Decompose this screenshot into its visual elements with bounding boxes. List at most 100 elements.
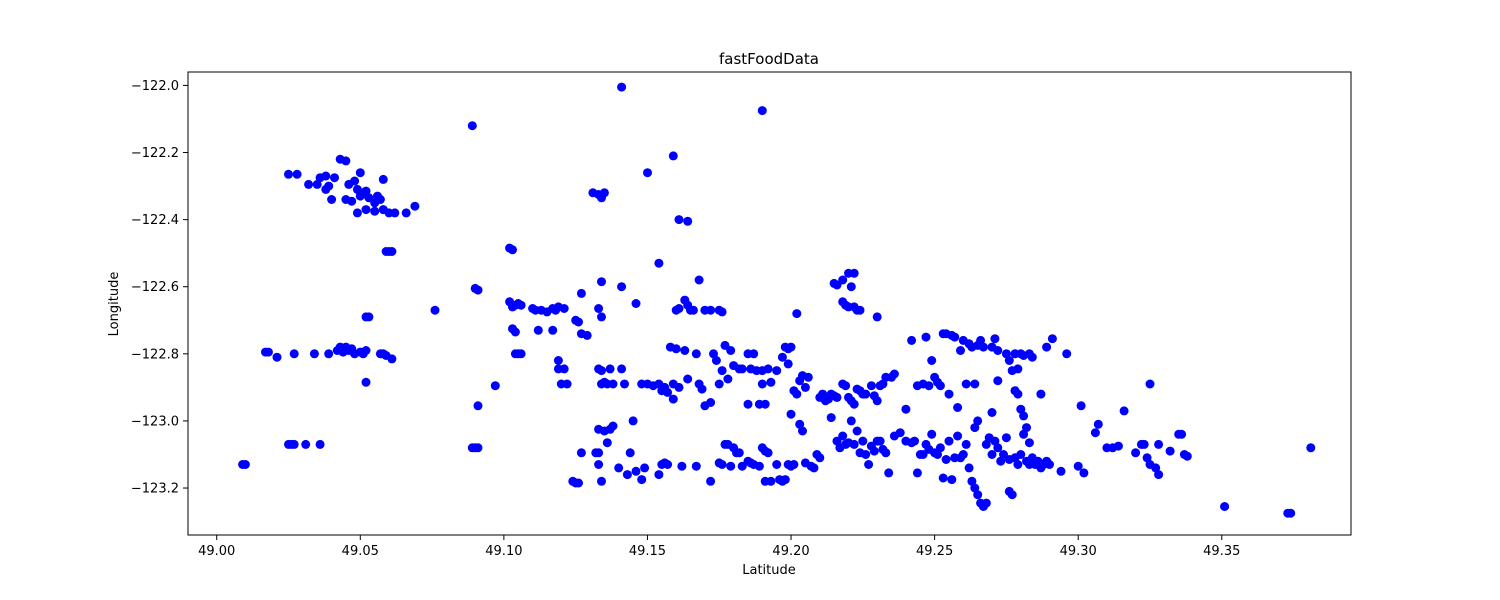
data-point <box>240 460 250 469</box>
data-point <box>783 359 793 369</box>
data-point <box>608 421 618 431</box>
data-point <box>430 305 440 315</box>
data-point <box>958 450 968 459</box>
data-point <box>1131 448 1141 458</box>
data-point <box>292 169 302 179</box>
data-point <box>1036 389 1046 399</box>
data-point <box>677 461 687 471</box>
data-point <box>726 461 736 471</box>
data-point <box>321 184 331 194</box>
data-point <box>608 379 618 389</box>
y-axis: −122.0 −122.2 −122.4 −122.6 −122.8 −123.0 −123… <box>131 79 188 497</box>
data-point <box>1076 401 1086 411</box>
data-point <box>993 443 1003 453</box>
data-point <box>631 466 641 476</box>
x-tick-label: 49.20 <box>772 544 809 559</box>
data-point <box>1139 439 1149 449</box>
data-point <box>347 196 357 206</box>
data-point <box>849 399 859 409</box>
data-point <box>680 346 690 355</box>
data-point <box>1165 446 1175 456</box>
data-point <box>697 384 707 394</box>
data-point <box>786 409 796 419</box>
data-point <box>574 317 583 327</box>
data-point <box>973 416 983 426</box>
x-tick-label: 49.35 <box>1203 544 1240 559</box>
data-point <box>990 334 1000 344</box>
data-point <box>364 312 374 322</box>
data-point <box>754 461 764 471</box>
data-point <box>987 408 997 417</box>
data-point <box>1306 443 1316 453</box>
data-point <box>749 349 759 359</box>
data-point <box>884 468 894 478</box>
data-point <box>970 379 980 389</box>
data-point <box>809 463 819 473</box>
data-point <box>361 205 371 215</box>
data-point <box>832 392 842 402</box>
data-point <box>625 448 635 458</box>
data-point <box>907 335 917 345</box>
y-tick-label: −122.8 <box>131 347 179 362</box>
data-point <box>872 396 882 406</box>
data-point <box>786 342 796 352</box>
data-point <box>927 429 937 439</box>
data-point <box>683 216 693 226</box>
data-point <box>473 443 483 453</box>
data-point <box>944 389 954 399</box>
data-point <box>668 394 678 404</box>
data-point <box>866 381 876 391</box>
data-point <box>798 426 807 436</box>
data-point <box>881 448 891 458</box>
data-point <box>895 428 905 438</box>
data-point <box>1022 423 1031 433</box>
data-point <box>309 349 319 359</box>
data-point <box>1013 389 1023 399</box>
data-point <box>717 366 727 376</box>
data-point <box>674 304 684 313</box>
data-point <box>706 305 716 315</box>
data-point <box>1113 441 1123 451</box>
data-point <box>1154 470 1164 480</box>
x-tick-label: 49.30 <box>1060 544 1097 559</box>
data-point <box>361 346 371 355</box>
data-point <box>766 476 776 486</box>
chart-title: fastFoodData <box>719 50 819 68</box>
data-point <box>864 460 874 469</box>
data-point <box>901 404 911 414</box>
data-point <box>620 379 629 389</box>
data-point <box>1062 349 1072 359</box>
data-point <box>849 268 859 278</box>
data-point <box>1079 468 1089 478</box>
data-point <box>327 195 337 204</box>
data-point <box>576 288 586 298</box>
data-point <box>602 438 612 448</box>
data-point <box>852 426 862 436</box>
data-point <box>757 106 767 116</box>
data-point <box>766 377 776 387</box>
data-point <box>800 382 810 392</box>
data-point <box>964 463 974 473</box>
data-point <box>341 156 351 166</box>
data-point <box>263 347 273 357</box>
data-point <box>637 475 647 485</box>
data-point <box>674 382 684 392</box>
data-point <box>1024 438 1034 448</box>
data-point <box>694 275 704 285</box>
data-point <box>352 208 362 218</box>
data-point <box>597 277 606 287</box>
data-point <box>927 356 937 365</box>
data-point <box>846 416 856 426</box>
data-point <box>757 379 767 389</box>
data-point <box>559 304 569 313</box>
data-point <box>803 372 813 382</box>
y-tick-label: −122.2 <box>131 146 179 161</box>
data-point <box>668 151 678 161</box>
data-point <box>978 342 988 352</box>
data-point <box>516 349 526 359</box>
data-point <box>691 349 701 359</box>
data-point <box>714 379 724 389</box>
data-point <box>289 439 299 449</box>
data-point <box>924 381 934 391</box>
data-point <box>654 470 664 480</box>
